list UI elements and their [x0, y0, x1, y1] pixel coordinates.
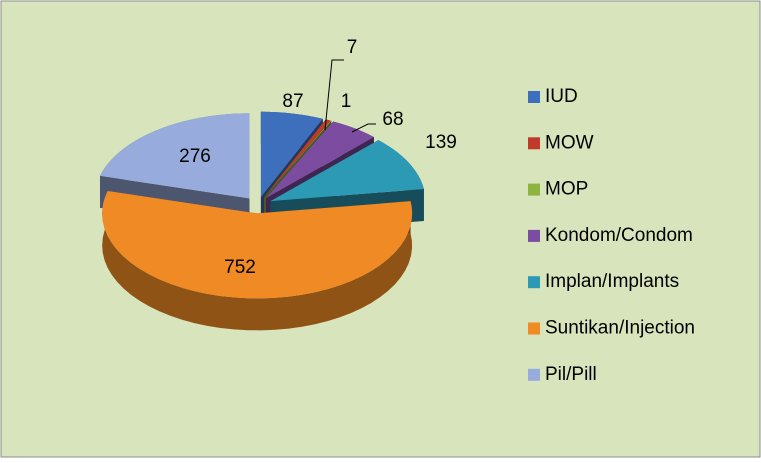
slice	[260, 111, 323, 197]
legend: IUD MOW MOP Kondom/Condom Implan/Implants Sun…	[528, 86, 695, 385]
leader-line	[324, 59, 344, 131]
data-label: 276	[179, 146, 211, 167]
leader-line	[351, 123, 376, 133]
legend-swatch	[528, 91, 540, 103]
legend-label: IUD	[545, 86, 578, 107]
legend-swatch	[528, 229, 540, 242]
slice	[264, 120, 332, 198]
pie	[99, 111, 424, 331]
legend-label: MOW	[545, 132, 594, 153]
data-label: 139	[425, 132, 457, 153]
slice	[102, 190, 413, 299]
data-label: 68	[382, 109, 403, 130]
legend-label: Pil/Pill	[545, 364, 597, 385]
slice	[263, 119, 331, 198]
legend-label: Implan/Implants	[545, 271, 679, 292]
legend-swatch	[528, 322, 540, 335]
data-label: 1	[341, 91, 352, 112]
legend-swatch	[528, 368, 540, 381]
slice	[266, 121, 374, 199]
legend-label: MOP	[545, 179, 588, 200]
legend-swatch	[528, 276, 540, 289]
legend-label: Kondom/Condom	[545, 225, 693, 246]
data-labels: 87 7 1 68 139 752 276	[179, 37, 457, 278]
legend-swatch	[528, 137, 540, 150]
slice	[270, 140, 424, 202]
data-label: 7	[347, 37, 358, 58]
legend-swatch	[528, 183, 540, 196]
slice-side	[102, 190, 413, 331]
data-label: 752	[224, 257, 256, 278]
legend-label: Suntikan/Injection	[545, 318, 695, 339]
slice	[99, 113, 250, 199]
data-label: 87	[282, 91, 303, 112]
